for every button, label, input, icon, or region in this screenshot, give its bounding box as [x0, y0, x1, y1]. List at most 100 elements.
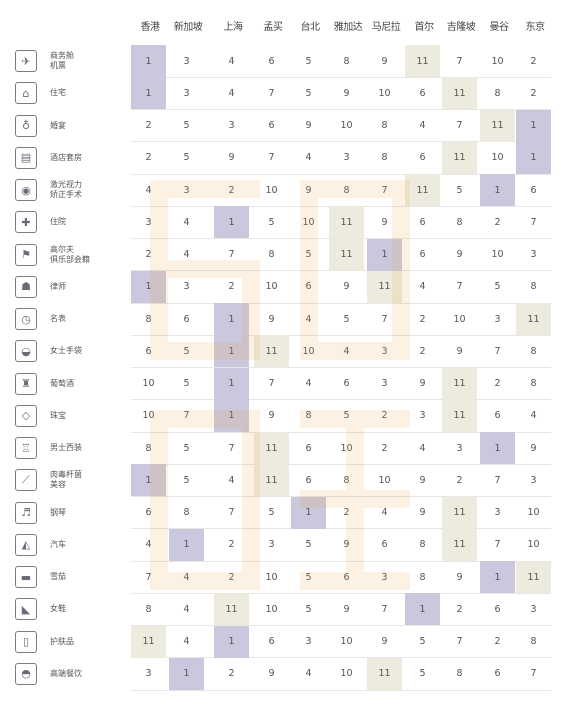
table-cell: 9: [456, 249, 463, 260]
suit-icon: ♖: [15, 437, 37, 459]
table-cell: 2: [381, 442, 388, 454]
table-cell: 4: [305, 152, 312, 164]
table-cell: 5: [183, 345, 190, 357]
table-cell: 8: [268, 249, 275, 260]
table-cell: 7: [494, 539, 501, 551]
table-cell: 8: [494, 87, 501, 99]
hospital-icon: ✚: [15, 211, 37, 234]
table-cell: 6: [419, 87, 426, 99]
table-cell: 11: [516, 561, 551, 593]
table-cell: 4: [183, 603, 190, 615]
table-cell: 6: [494, 410, 501, 422]
table-cell: 2: [419, 313, 426, 325]
table-cell: 10: [265, 571, 278, 583]
table-cell: 10: [302, 345, 315, 357]
dining-icon: ◓: [15, 662, 37, 685]
table-cell: 8: [419, 539, 426, 551]
table-cell: 6: [494, 603, 501, 615]
row-divider: [131, 689, 551, 691]
table-cell: 9: [305, 184, 312, 196]
table-cell: 4: [183, 571, 190, 583]
eye-laser-icon: ◉: [15, 179, 37, 201]
table-cell: 8: [456, 216, 463, 228]
table-cell: 5: [305, 249, 312, 260]
table-cell: 9: [419, 378, 426, 389]
row-label: 钢琴: [50, 507, 66, 517]
table-cell: 2: [494, 378, 501, 389]
row-label: 护肤品: [50, 636, 74, 646]
table-cell: 6: [381, 539, 388, 551]
table-cell: 6: [305, 442, 312, 454]
table-cell: 5: [419, 668, 426, 680]
table-cell: 2: [419, 345, 426, 357]
row-label: 商务舱 机票: [50, 51, 74, 70]
table-cell: 6: [305, 474, 312, 486]
table-cell: 4: [228, 87, 235, 99]
table-cell: 8: [456, 668, 463, 680]
table-cell: 7: [268, 378, 275, 389]
row-label: 高端餐饮: [50, 668, 82, 678]
table-cell: 4: [530, 410, 537, 422]
table-cell: 11: [442, 141, 477, 174]
column-header: 上海: [223, 22, 244, 33]
golf-flag-icon: ⚑: [15, 243, 37, 266]
table-cell: 11: [442, 496, 477, 529]
table-cell: 6: [268, 55, 275, 67]
table-cell: 9: [456, 345, 463, 357]
table-cell: 1: [131, 45, 166, 77]
table-cell: 2: [228, 281, 235, 293]
table-cell: 6: [268, 636, 275, 647]
table-cell: 10: [265, 281, 278, 293]
table-cell: 5: [183, 120, 190, 131]
table-cell: 5: [305, 539, 312, 551]
table-cell: 4: [145, 184, 152, 196]
column-header: 曼谷: [489, 22, 510, 33]
table-cell: 8: [145, 603, 152, 615]
table-cell: 9: [419, 474, 426, 486]
row-label: 汽车: [50, 539, 66, 549]
table-cell: 3: [530, 249, 537, 260]
table-cell: 1: [214, 367, 249, 400]
row-label: 律师: [50, 281, 66, 291]
watch-icon: ◷: [15, 308, 37, 330]
table-cell: 10: [265, 603, 278, 615]
table-cell: 11: [367, 657, 402, 690]
table-cell: 2: [145, 120, 152, 131]
table-cell: 8: [145, 442, 152, 454]
table-cell: 7: [381, 313, 388, 325]
wine-bottle-icon: ♜: [15, 372, 37, 395]
table-cell: 8: [145, 313, 152, 325]
table-cell: 10: [491, 55, 504, 67]
row-divider: [131, 463, 551, 465]
table-cell: 2: [381, 410, 388, 422]
row-divider: [131, 141, 551, 143]
table-cell: 1: [131, 270, 166, 303]
table-cell: 7: [494, 345, 501, 357]
table-cell: 10: [378, 474, 391, 486]
skincare-icon: ▯: [15, 630, 37, 653]
table-cell: 4: [381, 507, 388, 518]
table-cell: 1: [291, 496, 326, 529]
table-cell: 4: [305, 313, 312, 325]
high-heel-icon: ◣: [15, 598, 37, 621]
table-cell: 9: [343, 281, 350, 293]
table-cell: 11: [442, 399, 477, 432]
table-cell: 2: [145, 152, 152, 164]
table-cell: 8: [343, 55, 350, 67]
table-cell: 2: [228, 571, 235, 583]
table-cell: 5: [183, 474, 190, 486]
table-cell: 4: [305, 668, 312, 680]
table-cell: 5: [419, 636, 426, 647]
table-cell: 3: [494, 313, 501, 325]
row-divider: [131, 625, 551, 626]
table-cell: 3: [268, 539, 275, 551]
row-divider: [131, 496, 551, 497]
table-cell: 6: [305, 281, 312, 293]
table-cell: 8: [530, 345, 537, 357]
table-cell: 3: [494, 507, 501, 518]
table-cell: 1: [480, 174, 515, 206]
table-cell: 6: [343, 571, 350, 583]
table-cell: 1: [480, 561, 515, 593]
table-cell: 1: [367, 238, 402, 271]
